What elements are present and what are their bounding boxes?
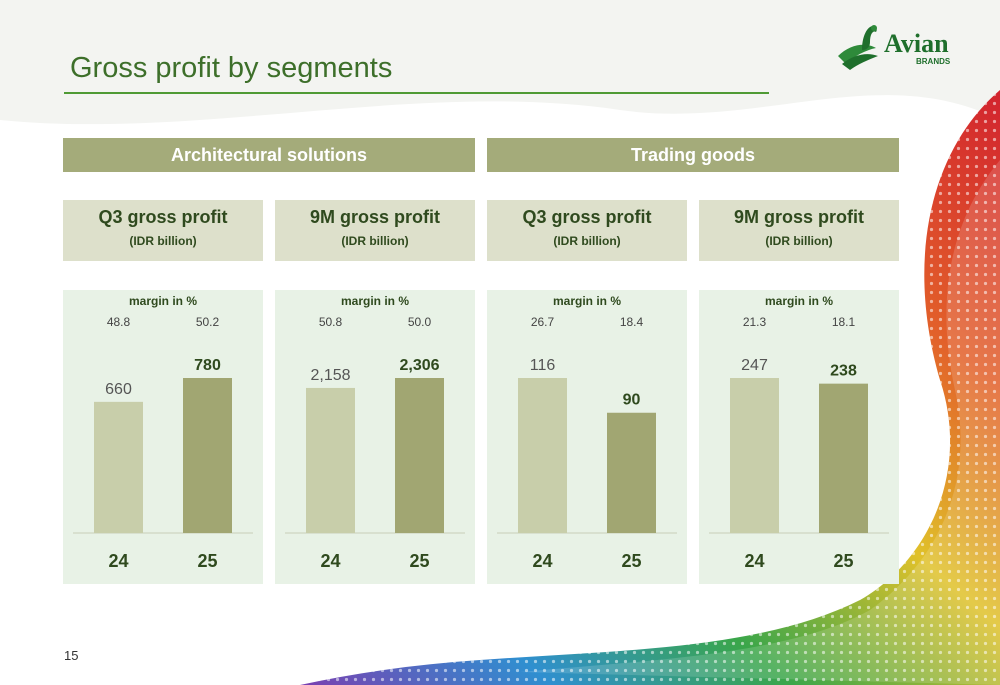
data-label: 238 [830,363,857,380]
data-label: 2,158 [310,367,350,384]
margin-label: margin in % [765,294,833,308]
bar-24 [730,378,779,533]
chart-panel-trading-q3: margin in % 26.7 116 24 18.4 90 25 [487,290,687,584]
category-label: 24 [320,551,340,571]
margin-label: margin in % [553,294,621,308]
chart-header-trading-9m: 9M gross profit (IDR billion) [699,200,899,261]
margin-value: 21.3 [743,315,767,329]
chart-title: Q3 gross profit [98,207,228,227]
title-underline [64,92,769,94]
bar-25 [183,378,232,533]
category-label: 24 [532,551,552,571]
avian-brands-logo: Avian BRANDS [832,20,962,72]
category-label: 24 [108,551,128,571]
data-label: 247 [741,357,768,374]
margin-value: 48.8 [107,315,131,329]
bar-25 [607,412,656,533]
category-label: 25 [409,551,429,571]
category-label: 25 [197,551,217,571]
segment-band-trading: Trading goods [487,138,899,172]
chart-header-arch-q3: Q3 gross profit (IDR billion) [63,200,263,261]
bar-chart: margin in % 48.8 660 24 50.2 780 25 [73,294,253,571]
margin-value: 50.8 [319,315,343,329]
chart-title: Q3 gross profit [522,207,652,227]
bar-24 [306,387,355,533]
chart-title: 9M gross profit [309,207,440,227]
bar-24 [94,401,143,533]
chart-panel-arch-q3: margin in % 48.8 660 24 50.2 780 25 [63,290,263,584]
chart-panel-trading-9m: margin in % 21.3 247 24 18.1 238 25 [699,290,899,584]
chart-header-arch-9m: 9M gross profit (IDR billion) [275,200,475,261]
margin-value: 26.7 [531,315,555,329]
margin-label: margin in % [129,294,197,308]
category-label: 25 [833,551,853,571]
margin-value: 18.1 [832,315,856,329]
chart-title: 9M gross profit [733,207,864,227]
chart-subtitle: (IDR billion) [341,234,409,248]
data-label: 660 [105,381,132,398]
segment-band-architectural: Architectural solutions [63,138,475,172]
category-label: 25 [621,551,641,571]
chart-subtitle: (IDR billion) [553,234,621,248]
page-number: 15 [64,648,79,663]
bar-chart: margin in % 50.8 2,158 24 50.0 2,306 25 [285,294,465,571]
margin-value: 18.4 [620,315,644,329]
data-label: 780 [194,357,221,374]
bar-25 [395,378,444,533]
bar-25 [819,383,868,533]
chart-panel-arch-9m: margin in % 50.8 2,158 24 50.0 2,306 25 [275,290,475,584]
margin-label: margin in % [341,294,409,308]
category-label: 24 [744,551,764,571]
margin-value: 50.0 [408,315,432,329]
logo-wordmark: Avian [884,29,949,58]
bar-chart: margin in % 26.7 116 24 18.4 90 25 [497,294,677,571]
data-label: 2,306 [399,357,439,374]
data-label: 116 [530,357,556,374]
data-label: 90 [623,392,641,409]
bar-24 [518,378,567,533]
logo-subtext: BRANDS [916,57,951,66]
slide-title: Gross profit by segments [70,52,393,84]
chart-subtitle: (IDR billion) [129,234,197,248]
chart-header-trading-q3: Q3 gross profit (IDR billion) [487,200,687,261]
margin-value: 50.2 [196,315,220,329]
bar-chart: margin in % 21.3 247 24 18.1 238 25 [709,294,889,571]
chart-subtitle: (IDR billion) [765,234,833,248]
